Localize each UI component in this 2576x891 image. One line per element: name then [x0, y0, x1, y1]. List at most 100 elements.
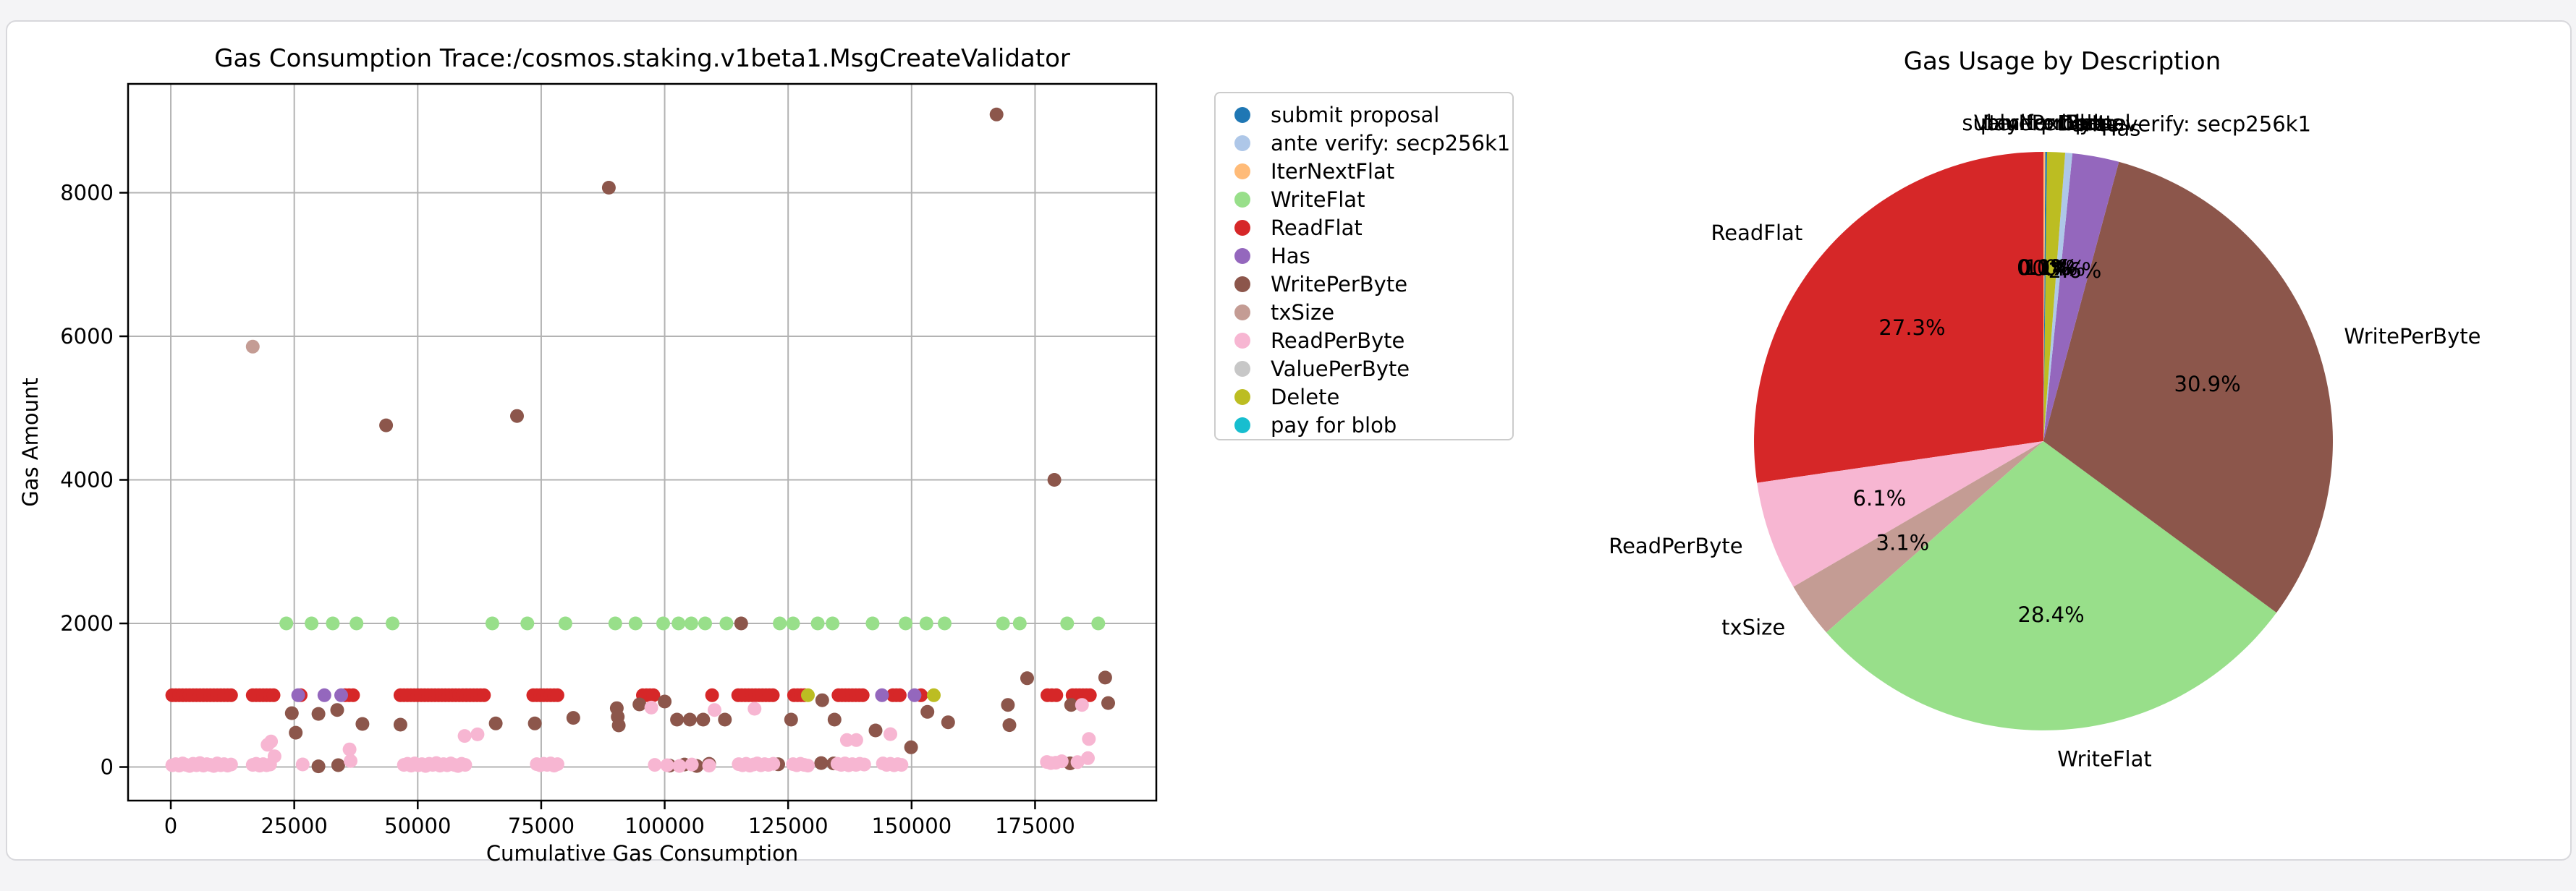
- scatter-point: [558, 616, 572, 631]
- x-tick-label: 25000: [261, 814, 328, 838]
- scatter-point: [1091, 616, 1106, 631]
- scatter-point: [773, 616, 787, 631]
- legend-item: ValuePerByte: [1234, 354, 1512, 383]
- scatter-ylabel: Gas Amount: [18, 378, 43, 507]
- pie-pct-label: 1.0%: [2025, 255, 2078, 280]
- scatter-point: [672, 759, 687, 773]
- pie-slice-label: ante verify: secp256k1: [2072, 112, 2311, 137]
- pie-pct-label: 0.4%: [2032, 256, 2085, 281]
- legend-label: IterNextFlat: [1271, 158, 1395, 184]
- scatter-point: [656, 616, 670, 631]
- pie-title: Gas Usage by Description: [1904, 47, 2221, 76]
- legend-marker-icon: [1234, 135, 1250, 151]
- x-tick-label: 175000: [995, 814, 1075, 838]
- scatter-point: [608, 616, 622, 631]
- scatter-point: [488, 716, 503, 730]
- pie-slice-label: ValuePerByte: [1974, 111, 2113, 135]
- scatter-point: [810, 616, 825, 631]
- scatter-point: [1082, 732, 1096, 746]
- pie-slice-label: WriteFlat: [2057, 747, 2151, 772]
- pie-slice: [1793, 441, 2043, 633]
- pie-slice-label: IterNextFlat: [1983, 111, 2106, 135]
- scatter-point: [628, 616, 643, 631]
- scatter-point: [224, 688, 238, 702]
- legend-label: Delete: [1271, 384, 1340, 409]
- scatter-point: [857, 757, 871, 772]
- legend-item: submit proposal: [1234, 101, 1512, 129]
- scatter-point: [470, 727, 485, 741]
- legend-marker-icon: [1234, 304, 1250, 320]
- scatter-point: [1064, 698, 1078, 712]
- legend-marker-icon: [1234, 360, 1250, 377]
- scatter-point: [601, 181, 616, 195]
- scatter-point: [311, 759, 326, 774]
- chart-card: 0 25000 50000 75000 100000 125000 150000 175000…: [6, 20, 2572, 866]
- scatter-point: [734, 616, 748, 631]
- pie-slice: [2043, 153, 2119, 441]
- scatter-point: [224, 757, 238, 772]
- scatter-point: [766, 688, 780, 702]
- legend-item: WritePerByte: [1234, 270, 1512, 298]
- scatter-point: [1060, 616, 1075, 631]
- scatter-point: [849, 733, 863, 747]
- x-tick-label: 100000: [624, 814, 705, 838]
- legend-label: ante verify: secp256k1: [1271, 130, 1511, 155]
- legend-label: ValuePerByte: [1271, 356, 1410, 381]
- scatter-point: [1002, 718, 1017, 733]
- scatter-point: [920, 704, 935, 719]
- pie-slice: [2043, 152, 2066, 441]
- scatter-point: [458, 758, 473, 772]
- scatter-point: [1082, 688, 1097, 702]
- x-tick-label: 125000: [748, 814, 829, 838]
- legend-item: WriteFlat: [1234, 185, 1512, 213]
- scatter-point: [671, 616, 686, 631]
- scatter-point: [477, 688, 491, 702]
- scatter-point: [814, 756, 829, 770]
- x-tick-label: 0: [164, 814, 177, 838]
- pie-slice-label: pay for blob: [1980, 111, 2106, 135]
- legend-item: Has: [1234, 242, 1512, 270]
- scatter-point: [784, 712, 798, 727]
- scatter-point: [719, 616, 734, 631]
- scatter-point: [550, 757, 564, 772]
- pie-slice: [1754, 152, 2043, 483]
- scatter-point: [815, 693, 829, 707]
- y-tick-label: 8000: [60, 180, 114, 205]
- pie-slice-label: Delete: [2057, 111, 2126, 135]
- pie-pct-label: 27.3%: [1878, 315, 1945, 340]
- scatter-point: [648, 758, 662, 772]
- scatter-point: [1054, 754, 1069, 769]
- pie-slice-label: ReadFlat: [1711, 221, 1802, 245]
- pie-slice: [2043, 161, 2333, 613]
- legend-label: WritePerByte: [1271, 271, 1408, 297]
- scatter-point: [1012, 616, 1027, 631]
- scatter-point: [1075, 698, 1089, 712]
- x-tick-label: 75000: [508, 814, 575, 838]
- scatter-point: [342, 742, 357, 756]
- y-tick-label: 6000: [60, 324, 114, 349]
- scatter-point: [264, 734, 279, 749]
- scatter-point: [938, 616, 952, 631]
- scatter-point: [892, 688, 907, 702]
- scatter-point: [855, 688, 870, 702]
- pie-slice: [2043, 151, 2046, 441]
- scatter-point: [1049, 688, 1064, 702]
- pie-slice-label: txSize: [1721, 615, 1785, 640]
- scatter-point: [305, 616, 319, 631]
- scatter-point: [485, 616, 499, 631]
- legend-marker-icon: [1234, 163, 1250, 179]
- scatter-point: [941, 715, 955, 730]
- scatter-point: [528, 716, 542, 730]
- scatter-point: [766, 756, 781, 771]
- pie-pct-label: 30.9%: [2174, 372, 2241, 396]
- scatter-point: [682, 712, 697, 727]
- scatter-point: [386, 616, 399, 631]
- scatter-point: [868, 723, 883, 738]
- scatter-point: [698, 616, 712, 631]
- scatter-point: [1001, 698, 1015, 712]
- legend-marker-icon: [1234, 191, 1250, 208]
- legend-marker-icon: [1234, 332, 1250, 349]
- scatter-point: [989, 107, 1004, 122]
- scatter-point: [266, 688, 281, 702]
- scatter-point: [826, 616, 840, 631]
